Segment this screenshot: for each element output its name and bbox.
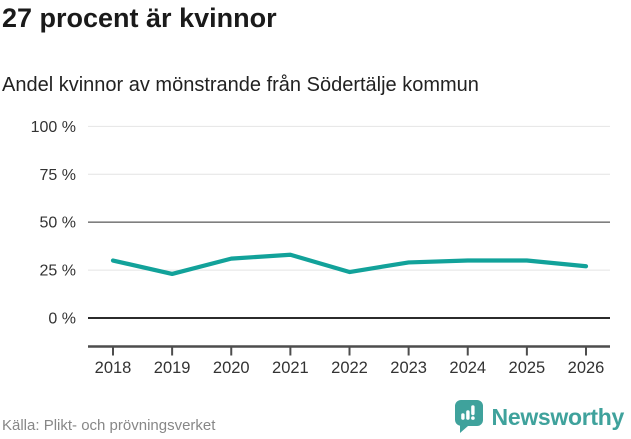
chart-subtitle: Andel kvinnor av mönstrande från Södertä…: [2, 74, 479, 96]
y-tick-label: 0 %: [48, 311, 76, 328]
newsworthy-logo: Newsworthy: [454, 400, 625, 434]
newsworthy-wordmark: Newsworthy: [491, 403, 625, 430]
y-tick-label: 25 %: [40, 263, 76, 280]
y-tick-label: 100 %: [31, 119, 76, 136]
x-tick-label: 2018: [95, 359, 132, 377]
x-tick-label: 2020: [213, 359, 250, 377]
chart-title: 27 procent är kvinnor: [2, 3, 277, 33]
x-tick-label: 2019: [154, 359, 191, 377]
x-tick-label: 2023: [390, 359, 427, 377]
y-tick-label: 75 %: [40, 167, 76, 184]
y-tick-label: 50 %: [40, 215, 76, 232]
newsworthy-icon: [454, 400, 483, 433]
x-tick-label: 2026: [568, 359, 605, 377]
source-note: Källa: Plikt- och prövningsverket: [2, 417, 216, 434]
data-line-series: [110, 252, 589, 277]
x-tick-label: 2021: [272, 359, 309, 377]
x-tick-label: 2022: [331, 359, 368, 377]
x-tick-label: 2024: [449, 359, 486, 377]
x-tick-label: 2025: [509, 359, 546, 377]
